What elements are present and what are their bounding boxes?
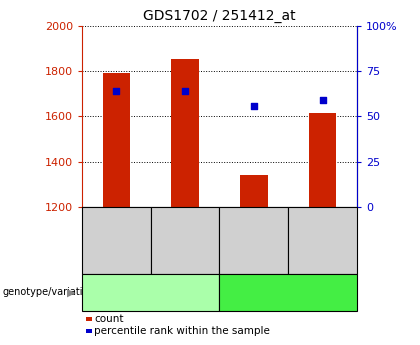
Text: GSM65297: GSM65297 bbox=[318, 212, 328, 269]
Text: phyA phyB double
mutant: phyA phyB double mutant bbox=[241, 282, 336, 303]
Text: GSM65294: GSM65294 bbox=[111, 212, 121, 269]
Text: ▶: ▶ bbox=[67, 287, 76, 297]
Text: GSM65295: GSM65295 bbox=[180, 212, 190, 269]
Point bbox=[319, 97, 326, 103]
Text: wild type: wild type bbox=[127, 287, 174, 297]
Point bbox=[113, 88, 120, 94]
Bar bbox=[171, 59, 199, 207]
Bar bbox=[240, 175, 268, 207]
Title: GDS1702 / 251412_at: GDS1702 / 251412_at bbox=[143, 9, 296, 23]
Point bbox=[182, 88, 189, 94]
Text: GSM65296: GSM65296 bbox=[249, 212, 259, 269]
Bar bbox=[309, 113, 336, 207]
Text: percentile rank within the sample: percentile rank within the sample bbox=[94, 326, 270, 336]
Bar bbox=[102, 73, 130, 207]
Text: genotype/variation: genotype/variation bbox=[2, 287, 95, 297]
Point bbox=[250, 103, 257, 108]
Text: count: count bbox=[94, 314, 123, 324]
